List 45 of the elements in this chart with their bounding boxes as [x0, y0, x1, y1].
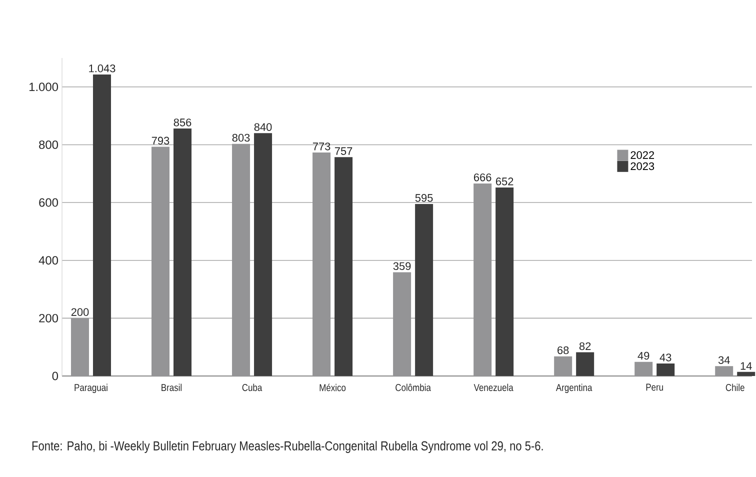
- bar: [92, 74, 111, 376]
- data-label: 666: [474, 174, 492, 182]
- data-label: 773: [312, 142, 330, 150]
- bar: [254, 133, 272, 376]
- y-tick-label: 1.000: [29, 82, 58, 92]
- y-tick-label: 0: [52, 372, 58, 380]
- x-tick-label: Paraguai: [74, 384, 108, 394]
- data-label: 359: [393, 262, 411, 270]
- data-label: 652: [496, 178, 514, 186]
- x-tick-label: Argentina: [556, 384, 592, 394]
- data-label: 595: [415, 194, 433, 202]
- bar: [576, 352, 594, 376]
- y-tick-label: 800: [39, 140, 58, 149]
- x-tick-label: Brasil: [162, 384, 182, 392]
- legend-label: 2022: [630, 151, 654, 159]
- data-label: 43: [660, 354, 672, 362]
- data-label: 49: [638, 352, 650, 360]
- x-tick-label: Chile: [726, 384, 744, 392]
- bar: [334, 157, 353, 376]
- y-tick-label: 600: [39, 198, 58, 207]
- bar: [415, 204, 434, 376]
- source-note: Fonte: Paho, bi -Weekly Bulletin February Measles-Rubella-Congenital Rubella Syndrome vol 29, no 5-6.: [32, 440, 543, 454]
- x-tick-label: Cuba: [242, 384, 262, 392]
- data-label: 200: [71, 308, 89, 316]
- data-label: 14: [740, 362, 752, 370]
- data-label: 803: [232, 134, 250, 142]
- data-label: 68: [558, 346, 569, 354]
- bar: [656, 364, 675, 376]
- data-label: 856: [174, 118, 192, 126]
- bar: [737, 372, 756, 376]
- data-label: 840: [254, 123, 272, 131]
- x-tick-label: Venezuela: [474, 384, 514, 392]
- legend-label: 2023: [630, 162, 654, 170]
- data-label: 793: [152, 136, 170, 145]
- x-tick-label: Colômbia: [396, 384, 431, 392]
- x-tick-label: México: [320, 384, 346, 392]
- data-label: 1.043: [89, 64, 116, 72]
- x-tick-label: Peru: [646, 384, 663, 391]
- bar: [496, 188, 514, 376]
- y-tick-label: 400: [38, 256, 58, 265]
- bar: [174, 128, 192, 376]
- y-tick-label: 200: [39, 314, 58, 322]
- data-label: 34: [718, 356, 730, 364]
- data-label: 757: [334, 147, 352, 155]
- data-label: 82: [579, 342, 591, 350]
